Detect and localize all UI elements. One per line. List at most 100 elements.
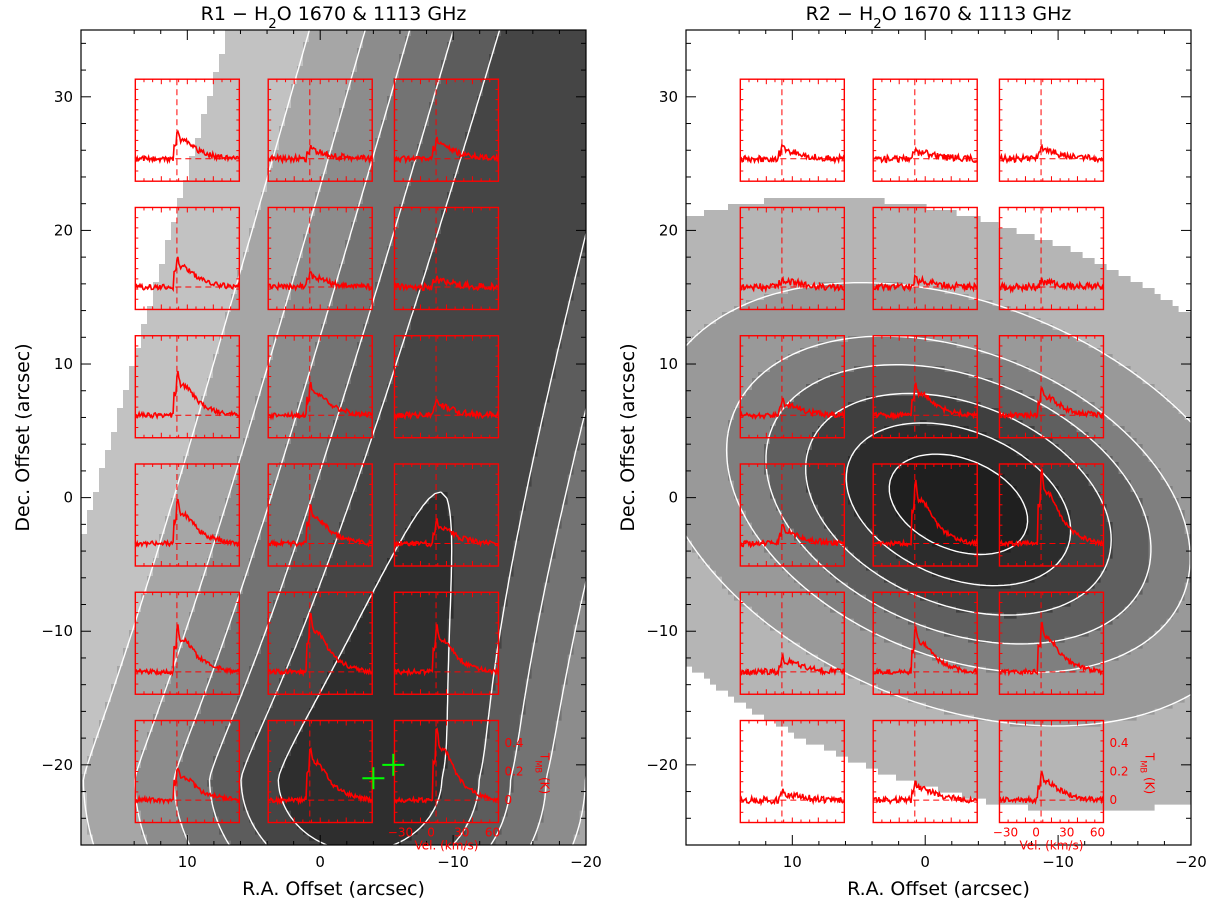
spectrum-trace [393, 727, 500, 805]
contour-line-4 [765, 364, 1152, 645]
spectrum-frame [872, 78, 978, 182]
spectrum-x-label: Vel. (km/s) [1019, 839, 1083, 853]
contour-line-3 [725, 335, 1191, 674]
spectrum-trace [134, 370, 240, 420]
spectrum-trace [393, 518, 500, 548]
spectrum-panel [872, 206, 978, 311]
x-tick-label: −20 [570, 853, 602, 871]
spectrum-panel [872, 78, 978, 182]
spectrum-trace [267, 747, 373, 806]
spectrum-trace [267, 270, 373, 292]
spectrum-trace [998, 143, 1104, 165]
y-tick-label: −20 [41, 756, 73, 774]
spectrum-panel [393, 463, 500, 567]
spectrum-x-tick-label: 60 [485, 826, 500, 840]
spectrum-x-label: Vel. (km/s) [414, 839, 478, 853]
spectrum-trace [267, 613, 373, 678]
spectrum-trace [134, 767, 240, 806]
spectrum-trace [872, 625, 978, 676]
contour-band-7 [890, 456, 1029, 553]
spectrum-panel [393, 719, 500, 824]
spectrum-panel [393, 335, 500, 439]
spectrum-frame [739, 78, 846, 182]
contour-band-3 [728, 336, 1191, 673]
spectrum-panel [872, 335, 978, 439]
spectrum-panel [998, 719, 1105, 824]
contour-line-2 [686, 282, 1191, 727]
spectrum-y-tick-label: 0 [1109, 793, 1117, 807]
x-tick-label: 10 [783, 853, 802, 871]
spectrum-panel [872, 719, 978, 824]
spectrum-panel [134, 719, 241, 824]
spectrum-trace [134, 498, 240, 549]
spectrum-panel [267, 78, 373, 182]
spectra-grid [134, 78, 500, 824]
spectrum-trace [739, 397, 845, 420]
spectrum-x-tick-label: −30 [388, 826, 413, 840]
spectrum-trace [134, 624, 241, 677]
y-tick-label: −20 [646, 756, 678, 774]
y-tick-label: 20 [659, 221, 678, 239]
spectrum-frame [998, 78, 1105, 182]
panel-title: R2 − H2O 1670 & 1113 GHz [806, 3, 1072, 32]
contour-band-2 [686, 282, 1191, 727]
y-tick-label: 30 [659, 88, 678, 106]
x-axis-label: R.A. Offset (arcsec) [242, 878, 425, 900]
spectrum-y-tick-label: 0.4 [504, 736, 523, 750]
spectrum-panel [134, 206, 241, 311]
spectrum-trace [998, 276, 1105, 294]
spectrum-trace [134, 129, 241, 165]
spectrum-panel [739, 591, 846, 695]
spectrum-panel [267, 335, 373, 439]
spectrum-panel [739, 463, 846, 567]
contour-line-7 [888, 453, 1029, 556]
spectrum-panel [998, 463, 1105, 567]
spectrum-trace [739, 143, 846, 165]
contour-band-3 [135, 30, 586, 845]
spectrum-trace [998, 468, 1104, 549]
spectrum-x-tick-label: 0 [427, 826, 435, 840]
spectrum-panel [134, 591, 241, 695]
x-tick-label: −10 [437, 853, 469, 871]
x-tick-label: 0 [315, 853, 325, 871]
contour-band-5 [806, 396, 1113, 619]
y-tick-label: 0 [63, 489, 73, 507]
spectrum-panel [998, 78, 1105, 182]
spectrum-x-tick-label: −30 [993, 826, 1018, 840]
spectrum-trace [998, 386, 1105, 420]
y-tick-label: 30 [54, 88, 73, 106]
spectrum-panel [267, 591, 373, 695]
spectrum-panel [739, 719, 846, 824]
spectrum-y-label: TMB (K) [533, 752, 551, 794]
spectrum-panel [267, 463, 373, 567]
spectrum-panel [739, 78, 846, 182]
y-tick-label: −10 [41, 622, 73, 640]
spectrum-trace [739, 523, 846, 549]
plot-frame [685, 29, 1192, 846]
y-tick-label: 0 [668, 489, 678, 507]
spectrum-panel [393, 591, 500, 695]
contour-line-4 [173, 30, 586, 845]
contour-band-7 [279, 492, 454, 845]
spectrum-x-tick-label: 60 [1090, 826, 1105, 840]
spectrum-trace [739, 275, 845, 294]
x-tick-label: −20 [1175, 853, 1207, 871]
contour-band-4 [177, 30, 586, 845]
spectrum-panel [998, 206, 1105, 311]
spectrum-x-tick-label: 30 [454, 826, 469, 840]
spectrum-panel [998, 591, 1105, 695]
y-tick-label: 10 [659, 355, 678, 373]
spectrum-y-tick-label: 0 [504, 793, 512, 807]
spectrum-trace [872, 382, 978, 421]
spectrum-panel [739, 335, 846, 439]
x-tick-label: 0 [920, 853, 930, 871]
spectrum-trace [134, 256, 241, 293]
y-tick-label: 20 [54, 221, 73, 239]
y-axis-label: Dec. Offset (arcsec) [617, 343, 639, 531]
spectrum-panel [134, 463, 241, 567]
spectrum-trace [267, 144, 373, 165]
spectrum-trace [267, 381, 373, 421]
spectrum-trace [393, 275, 499, 292]
